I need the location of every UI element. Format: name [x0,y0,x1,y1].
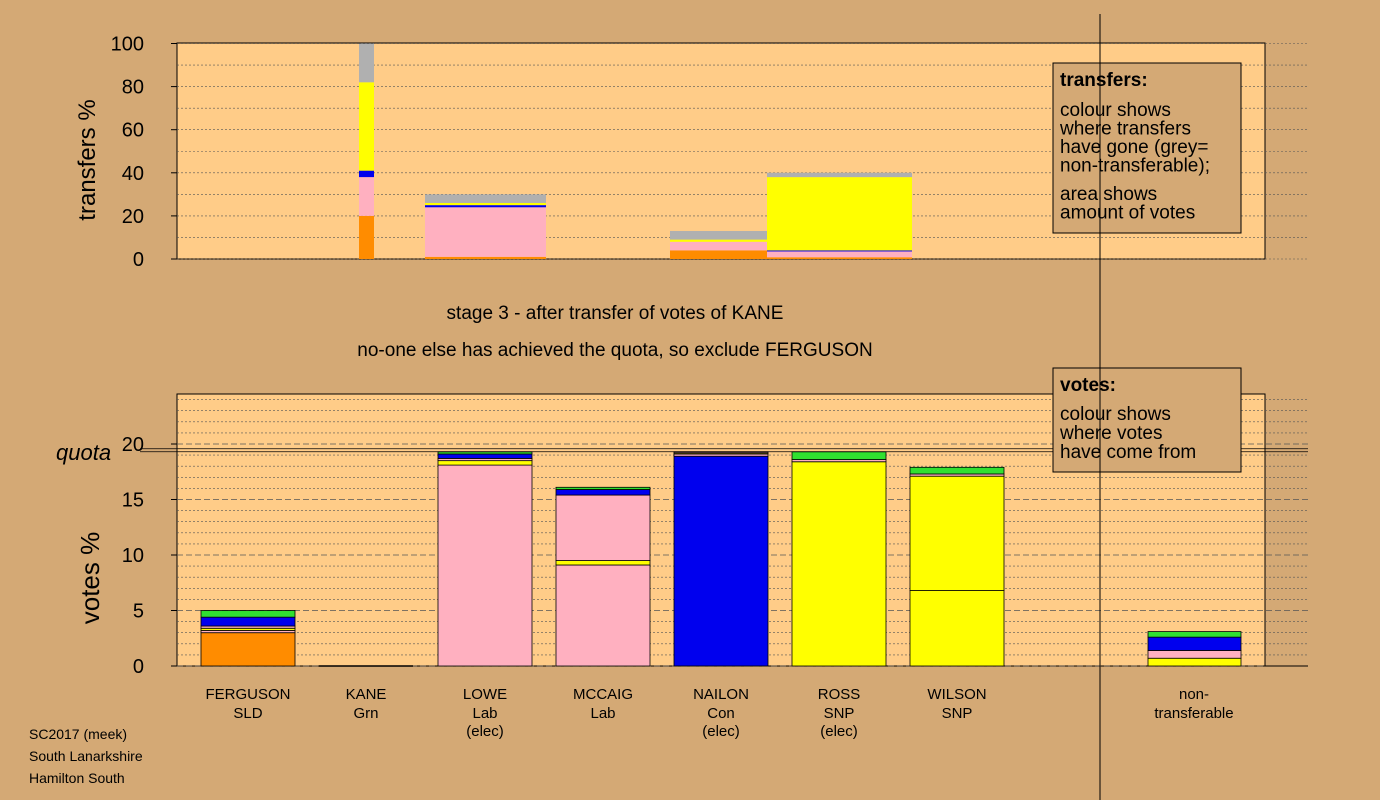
transfer-segment-lowe [425,205,546,208]
elected-label: (elec) [466,723,504,740]
candidate-bar-mccaig [555,560,651,566]
candidate-party-label: SNP [824,705,855,722]
candidate-bar-nailon [673,455,769,667]
transfer-segment-ross [767,250,912,252]
candidate-bar-mccaig [555,486,651,490]
transfer-segment-ross [767,251,912,258]
transfers-legend-line: area shows [1060,184,1157,205]
candidate-party-label: Con [707,705,735,722]
transfers-legend-line: have gone (grey= [1060,137,1208,158]
candidate-name-label: NAILON [693,686,749,703]
candidate-bar-ferguson [200,616,296,627]
votes-legend-line: have come from [1060,442,1196,463]
nontransferable-label: transferable [1154,705,1233,722]
candidate-bar-ferguson [200,632,296,667]
transfer-segment-lowe [425,256,546,259]
candidate-party-label: SNP [942,705,973,722]
footer-line: SC2017 (meek) [29,726,127,742]
transfer-segment-kane [359,177,374,216]
bottom-y-tick-label: 10 [122,545,144,567]
candidate-name-label: WILSON [927,686,986,703]
transfer-segment-ross [767,257,912,259]
transfer-segment-kane [359,43,374,83]
top-y-tick-label: 100 [111,34,144,56]
nontransferable-bar [1147,650,1242,659]
transfer-segment-lowe [425,202,546,206]
top-y-tick-label: 40 [122,163,144,185]
votes-legend-line: colour shows [1060,404,1171,425]
quota-label: quota [56,440,111,465]
candidate-bar-mccaig [555,564,651,667]
transfers-legend-line: where transfers [1059,119,1191,140]
bottom-y-tick-label: 5 [133,601,144,623]
top-y-axis-label: transfers % [74,99,101,220]
top-y-tick-label: 60 [122,120,144,142]
nontransferable-bar [1147,657,1242,667]
candidate-bar-ross [791,451,887,460]
footer-line: Hamilton South [29,770,125,786]
candidate-name-label: LOWE [463,686,507,703]
transfer-segment-ross [767,177,912,251]
candidate-party-label: SLD [233,705,262,722]
bottom-y-tick-label: 20 [122,434,144,456]
candidate-party-label: Grn [353,705,378,722]
transfer-segment-lowe [425,194,546,203]
transfer-segment-nailon [670,250,767,259]
votes-legend-box [1052,367,1242,473]
candidate-bar-wilson [909,466,1005,475]
candidate-bar-lowe [437,460,533,466]
candidate-party-label: Lab [472,705,497,722]
candidate-bar-mccaig [555,494,651,561]
transfers-legend-line: colour shows [1060,100,1171,121]
transfers-legend-line: non-transferable); [1060,156,1210,177]
transfer-segment-ross [767,172,912,178]
transfer-segment-nailon [670,241,767,251]
nontransferable-label: non- [1179,686,1209,703]
candidate-bar-ross [791,461,887,667]
elected-label: (elec) [820,723,858,740]
candidate-bar-lowe [437,453,533,459]
transfers-legend-line: amount of votes [1060,203,1195,224]
bottom-y-axis-label: votes % [75,532,105,625]
candidate-name-label: MCCAIG [573,686,633,703]
candidate-name-label: ROSS [818,686,861,703]
top-y-tick-label: 0 [133,249,144,271]
nontransferable-bar [1147,631,1242,638]
candidate-bar-mccaig [555,489,651,496]
candidate-bar-lowe [437,464,533,667]
transfer-segment-nailon [670,239,767,242]
transfer-segment-kane [359,170,374,178]
candidate-bar-wilson [909,590,1005,667]
votes-legend-line: where votes [1059,423,1162,444]
votes-legend-title: votes: [1060,375,1116,396]
transfer-segment-nailon [670,230,767,240]
transfers-legend-box [1052,62,1242,234]
bottom-y-tick-label: 15 [122,490,144,512]
candidate-bar-wilson [909,475,1005,591]
candidate-name-label: KANE [346,686,387,703]
stage-title: stage 3 - after transfer of votes of KAN… [447,303,784,324]
transfer-segment-lowe [425,207,546,257]
transfer-segment-kane [359,215,374,259]
bottom-y-tick-label: 0 [133,656,144,678]
candidate-bar-ferguson [200,610,296,618]
candidate-name-label: FERGUSON [205,686,290,703]
transfers-legend-title: transfers: [1060,70,1148,91]
nontransferable-bar [1147,636,1242,651]
elected-label: (elec) [702,723,740,740]
transfer-segment-kane [359,82,374,171]
top-y-tick-label: 20 [122,206,144,228]
stage-subtitle: no-one else has achieved the quota, so e… [357,340,872,361]
candidate-party-label: Lab [590,705,615,722]
top-y-tick-label: 80 [122,77,144,99]
footer-line: South Lanarkshire [29,748,143,764]
